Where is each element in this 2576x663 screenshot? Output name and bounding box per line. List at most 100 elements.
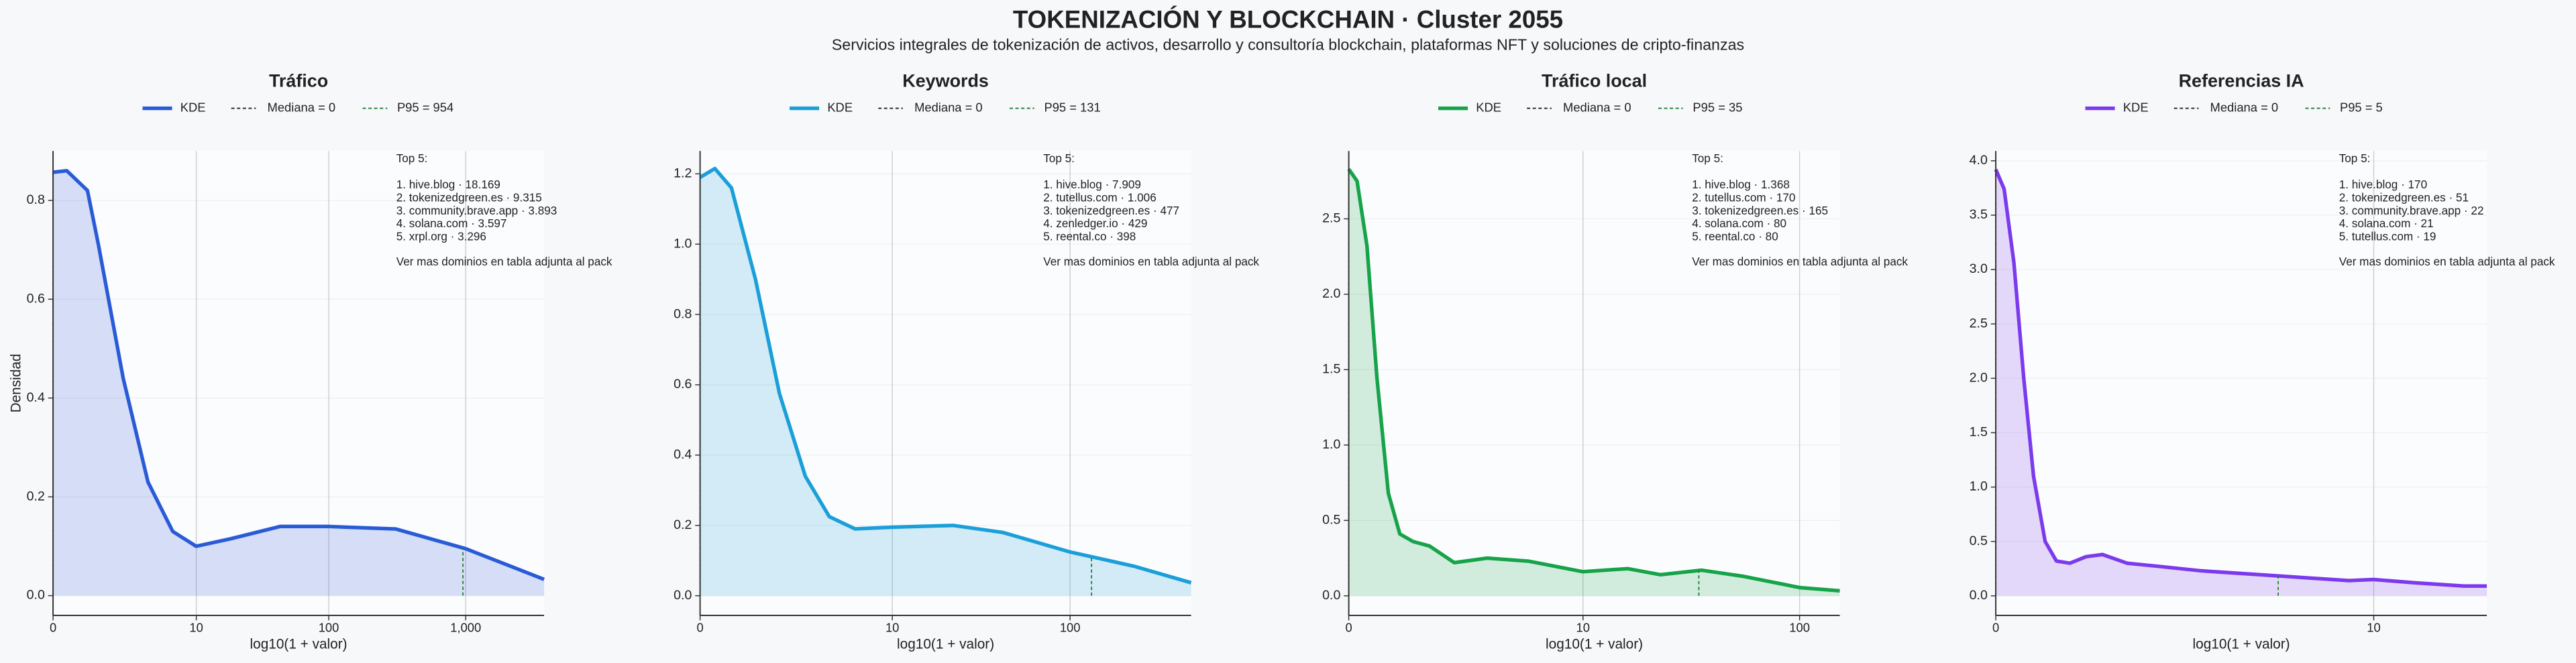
annotation-item: 3. tokenizedgreen.es · 165 <box>1692 204 1828 217</box>
y-tick-label: 0.0 <box>27 588 45 603</box>
y-tick-label: 0.6 <box>674 377 692 391</box>
annotation-item: 4. zenledger.io · 429 <box>1043 217 1147 230</box>
legend-label: KDE <box>827 100 853 114</box>
annotation-item: 1. hive.blog · 7.909 <box>1043 178 1141 191</box>
y-tick-label: 0.8 <box>674 306 692 321</box>
annotation-item: 1. hive.blog · 1.368 <box>1692 178 1790 191</box>
y-tick-label: 0.2 <box>674 518 692 532</box>
kde-line <box>1347 168 1840 593</box>
x-tick-label: 0 <box>50 620 56 634</box>
y-tick-label: 2.5 <box>1322 211 1340 226</box>
plot-area <box>1348 151 1840 616</box>
legend-label: P95 = 35 <box>1693 100 1742 114</box>
y-tick-label: 1.0 <box>1970 479 1988 494</box>
annotation-item: 5. xrpl.org · 3.296 <box>396 230 486 243</box>
x-tick-label: 10 <box>2367 620 2380 634</box>
y-tick-label: 0.8 <box>27 192 45 207</box>
page-subtitle: Servicios integrales de tokenización de … <box>832 36 1744 54</box>
kde-area <box>1348 169 1840 596</box>
plot-area <box>1996 151 2487 616</box>
page-title: TOKENIZACIÓN Y BLOCKCHAIN · Cluster 2055 <box>1013 5 1563 34</box>
y-tick-label: 2.0 <box>1970 370 1988 385</box>
kde-line <box>1994 168 2487 588</box>
x-tick-label: 10 <box>885 620 899 634</box>
annotation-item: 1. hive.blog · 18.169 <box>396 178 500 191</box>
kde-line <box>52 168 545 581</box>
chart-title: Keywords <box>902 71 989 91</box>
annotation-item: 2. tutellus.com · 170 <box>1692 190 1795 204</box>
annotation-item: 4. solana.com · 3.597 <box>396 217 507 230</box>
annotation-item: 3. community.brave.app · 3.893 <box>396 204 557 217</box>
y-tick-label: 1.2 <box>674 166 692 180</box>
y-tick-label: 3.5 <box>1970 207 1988 222</box>
y-tick-label: 0.2 <box>27 489 45 503</box>
x-tick-label: 100 <box>1789 620 1810 634</box>
annotation-item: 2. tutellus.com · 1.006 <box>1043 190 1156 204</box>
y-tick-label: 1.0 <box>1322 437 1340 452</box>
legend-label: Mediana = 0 <box>268 100 336 114</box>
x-axis-label: log10(1 + valor) <box>1546 637 1643 652</box>
legend-label: Mediana = 0 <box>914 100 983 114</box>
annotation-title: Top 5: <box>1692 152 1723 165</box>
y-tick-label: 1.5 <box>1322 362 1340 377</box>
chart-title: Tráfico <box>269 71 328 91</box>
annotation-item: 5. reental.co · 80 <box>1692 230 1778 243</box>
legend-label: KDE <box>1476 100 1501 114</box>
annotation-item: 4. solana.com · 21 <box>2339 217 2434 230</box>
y-tick-label: 4.0 <box>1970 153 1988 168</box>
x-tick-label: 0 <box>1992 620 1999 634</box>
y-tick-label: 1.5 <box>1970 425 1988 440</box>
annotation-item: 1. hive.blog · 170 <box>2339 178 2427 191</box>
y-tick-label: 0.4 <box>27 390 45 405</box>
plot-area <box>700 151 1191 616</box>
annotation-note: Ver mas dominios en tabla adjunta al pac… <box>1692 255 1908 268</box>
annotation-item: 2. tokenizedgreen.es · 51 <box>2339 190 2469 204</box>
annotation-item: 5. reental.co · 398 <box>1043 230 1136 243</box>
plot-area <box>53 151 545 616</box>
x-axis-label: log10(1 + valor) <box>250 637 347 652</box>
y-tick-label: 2.0 <box>1322 286 1340 301</box>
x-tick-label: 1,000 <box>450 620 481 634</box>
kde-area <box>700 168 1191 596</box>
legend-label: P95 = 5 <box>2340 100 2383 114</box>
legend-label: Mediana = 0 <box>1563 100 1631 114</box>
annotation-title: Top 5: <box>2339 152 2371 165</box>
legend-label: Mediana = 0 <box>2210 100 2279 114</box>
x-axis-label: log10(1 + valor) <box>2193 637 2290 652</box>
x-tick-label: 0 <box>1345 620 1352 634</box>
y-tick-label: 0.4 <box>674 447 692 462</box>
annotation-title: Top 5: <box>1043 152 1075 165</box>
annotation-item: 3. tokenizedgreen.es · 477 <box>1043 204 1179 217</box>
y-tick-label: 0.5 <box>1322 512 1340 527</box>
chart-title: Tráfico local <box>1542 71 1647 91</box>
annotation-item: 5. tutellus.com · 19 <box>2339 230 2436 243</box>
x-tick-label: 10 <box>1576 620 1590 634</box>
x-tick-label: 0 <box>696 620 703 634</box>
legend-label: P95 = 131 <box>1044 100 1100 114</box>
x-axis-label: log10(1 + valor) <box>897 637 994 652</box>
annotation-item: 4. solana.com · 80 <box>1692 217 1786 230</box>
x-tick-label: 100 <box>1060 620 1081 634</box>
annotation-note: Ver mas dominios en tabla adjunta al pac… <box>396 255 612 268</box>
annotation-note: Ver mas dominios en tabla adjunta al pac… <box>1043 255 1259 268</box>
y-tick-label: 0.5 <box>1970 534 1988 548</box>
legend-label: KDE <box>2123 100 2149 114</box>
y-tick-label: 2.5 <box>1970 316 1988 330</box>
chart-title: Referencias IA <box>2179 71 2304 91</box>
legend-label: P95 = 954 <box>397 100 453 114</box>
kde-area <box>53 170 545 596</box>
y-tick-label: 0.0 <box>1970 588 1988 603</box>
y-tick-label: 0.0 <box>1322 588 1340 603</box>
kde-line <box>699 166 1192 585</box>
y-tick-label: 0.0 <box>674 588 692 603</box>
kde-area <box>1996 169 2487 596</box>
annotation-title: Top 5: <box>396 152 428 165</box>
annotation-item: 2. tokenizedgreen.es · 9.315 <box>396 190 542 204</box>
y-axis-label: Densidad <box>9 354 24 413</box>
y-tick-label: 1.0 <box>674 236 692 251</box>
x-tick-label: 100 <box>319 620 339 634</box>
legend-label: KDE <box>180 100 206 114</box>
annotation-note: Ver mas dominios en tabla adjunta al pac… <box>2339 255 2555 268</box>
